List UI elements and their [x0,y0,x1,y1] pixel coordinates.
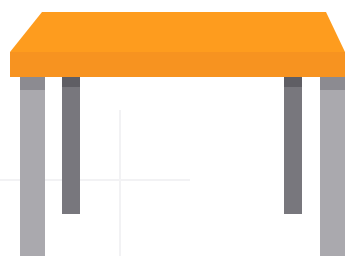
table-edge [10,52,345,77]
front-leg [20,77,45,256]
leg-shadow [284,77,302,87]
table-top [10,12,345,52]
back-leg [284,77,302,214]
back-leg [62,77,80,214]
leg-shadow [320,77,345,90]
front-leg [320,77,345,256]
leg-shadow [62,77,80,87]
leg-shadow [20,77,45,90]
table-illustration [0,0,352,256]
